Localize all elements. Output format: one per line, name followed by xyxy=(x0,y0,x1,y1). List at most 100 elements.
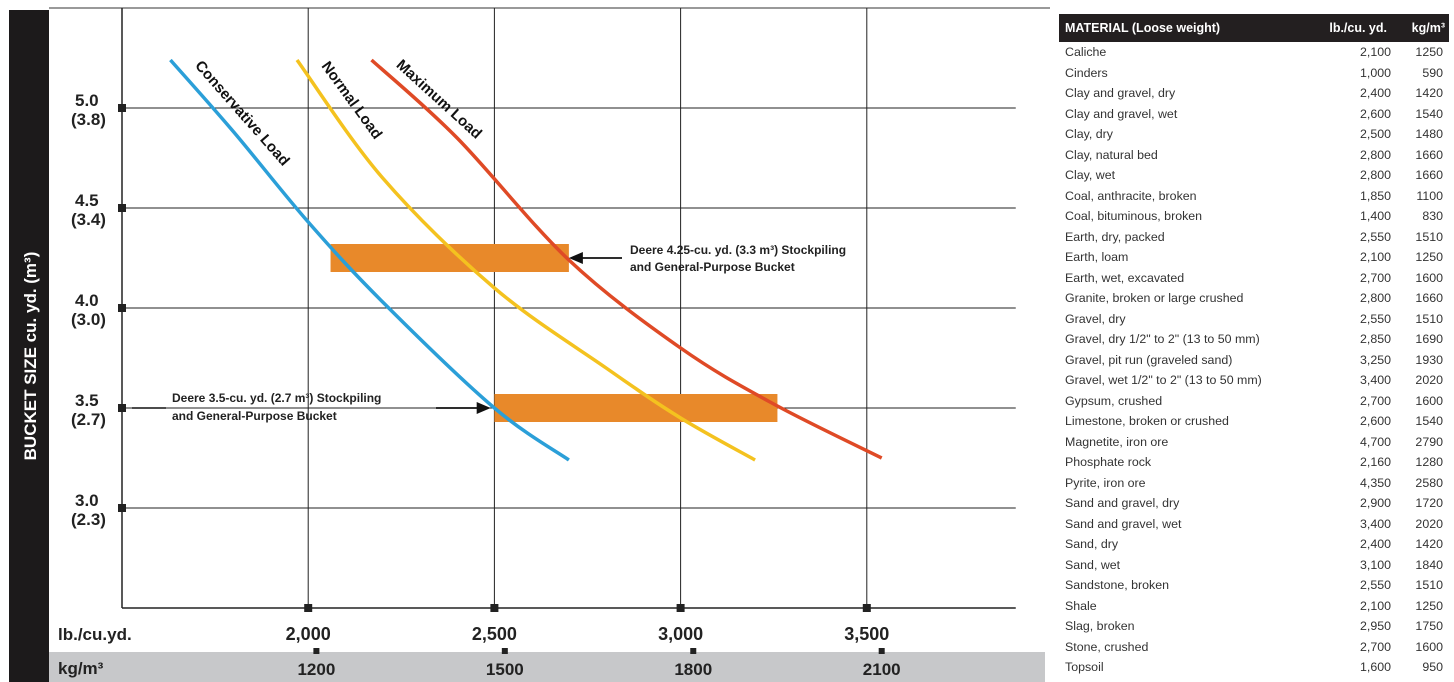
header-kg: kg/m³ xyxy=(1411,21,1445,35)
kg-cell: 1250 xyxy=(1415,598,1443,613)
table-row: Shale 2,100 1250 xyxy=(1059,596,1449,617)
y-tick-mark xyxy=(118,204,126,212)
table-row: Gravel, dry 2,550 1510 xyxy=(1059,309,1449,330)
lb-cell: 1,600 xyxy=(1359,660,1391,675)
lb-cell: 2,160 xyxy=(1359,455,1391,470)
kg-cell: 2580 xyxy=(1415,475,1443,490)
kg-cell: 1930 xyxy=(1415,352,1443,367)
kg-cell: 830 xyxy=(1422,209,1443,224)
series-label: Conservative Load xyxy=(191,57,292,169)
x2-tick-label: 1500 xyxy=(486,660,524,679)
x-axis-label: lb./cu.yd. xyxy=(58,625,132,644)
lb-cell: 2,900 xyxy=(1359,496,1391,511)
y-tick-label: 3.0 xyxy=(75,491,99,510)
table-row: Earth, wet, excavated 2,700 1600 xyxy=(1059,268,1449,289)
y-axis-label: BUCKET SIZE cu. yd. (m³) xyxy=(21,252,40,461)
table-row: Clay, wet 2,800 1660 xyxy=(1059,165,1449,186)
material-cell: Slag, broken xyxy=(1065,619,1135,634)
material-cell: Caliche xyxy=(1065,45,1107,60)
lb-cell: 2,800 xyxy=(1359,147,1391,162)
material-cell: Limestone, broken or crushed xyxy=(1065,414,1229,429)
lb-cell: 1,000 xyxy=(1359,65,1391,80)
table-row: Phosphate rock 2,160 1280 xyxy=(1059,452,1449,473)
bucket-band xyxy=(494,394,778,422)
material-cell: Stone, crushed xyxy=(1065,639,1149,654)
y-tick-mark xyxy=(118,504,126,512)
x2-axis-label: kg/m³ xyxy=(58,659,104,678)
table-row: Sand and gravel, wet 3,400 2020 xyxy=(1059,514,1449,535)
material-cell: Earth, loam xyxy=(1065,250,1129,265)
lb-cell: 2,600 xyxy=(1359,414,1391,429)
table-body: Caliche 2,100 1250 Cinders 1,000 590 Clay and … xyxy=(1059,42,1449,678)
lb-cell: 2,100 xyxy=(1359,45,1391,60)
table-row: Coal, bituminous, broken 1,400 830 xyxy=(1059,206,1449,227)
table-row: Gypsum, crushed 2,700 1600 xyxy=(1059,391,1449,412)
annotation-text: Deere 3.5-cu. yd. (2.7 m³) Stockpiling xyxy=(172,391,381,405)
material-cell: Clay, wet xyxy=(1065,168,1116,183)
kg-cell: 1510 xyxy=(1415,311,1443,326)
material-cell: Sandstone, broken xyxy=(1065,578,1170,593)
y-tick-label: 4.0 xyxy=(75,291,99,310)
lb-cell: 2,100 xyxy=(1359,250,1391,265)
kg-cell: 1600 xyxy=(1415,270,1443,285)
kg-cell: 1840 xyxy=(1415,557,1443,572)
lb-cell: 2,550 xyxy=(1359,229,1391,244)
material-cell: Topsoil xyxy=(1065,660,1104,675)
y-tick-sublabel: (2.7) xyxy=(71,410,106,429)
lb-cell: 2,400 xyxy=(1359,86,1391,101)
lb-cell: 3,100 xyxy=(1359,557,1391,572)
table-row: Caliche 2,100 1250 xyxy=(1059,42,1449,63)
lb-cell: 2,950 xyxy=(1359,619,1391,634)
kg-cell: 1720 xyxy=(1415,496,1443,511)
x-tick-label: 2,500 xyxy=(472,624,517,644)
kg-cell: 1250 xyxy=(1415,250,1443,265)
material-cell: Clay, natural bed xyxy=(1065,147,1158,162)
table-row: Granite, broken or large crushed 2,800 166… xyxy=(1059,288,1449,309)
kg-cell: 590 xyxy=(1422,65,1443,80)
lb-cell: 2,600 xyxy=(1359,106,1391,121)
x-tick-label: 3,000 xyxy=(658,624,703,644)
table-row: Pyrite, iron ore 4,350 2580 xyxy=(1059,473,1449,494)
material-cell: Earth, dry, packed xyxy=(1065,229,1165,244)
lb-cell: 2,800 xyxy=(1359,291,1391,306)
lb-cell: 3,400 xyxy=(1359,373,1391,388)
material-cell: Gravel, wet 1/2" to 2" (13 to 50 mm) xyxy=(1065,373,1262,388)
material-cell: Clay and gravel, dry xyxy=(1065,86,1176,101)
material-cell: Earth, wet, excavated xyxy=(1065,270,1185,285)
lb-cell: 3,400 xyxy=(1359,516,1391,531)
table-row: Topsoil 1,600 950 xyxy=(1059,657,1449,678)
series-line xyxy=(169,58,570,462)
y-axis-label-bar xyxy=(9,10,49,682)
kg-cell: 1420 xyxy=(1415,86,1443,101)
table-row: Stone, crushed 2,700 1600 xyxy=(1059,637,1449,658)
x-tick-label: 3,500 xyxy=(844,624,889,644)
annotation: Deere 3.5-cu. yd. (2.7 m³) Stockpiling an… xyxy=(132,391,491,423)
annotation-text: Deere 4.25-cu. yd. (3.3 m³) Stockpiling xyxy=(630,243,846,257)
header-material: MATERIAL (Loose weight) xyxy=(1065,21,1221,35)
annotation-arrowhead xyxy=(568,252,583,264)
material-weight-table: MATERIAL (Loose weight) lb./cu. yd. kg/m… xyxy=(1059,14,1449,678)
lb-cell: 2,400 xyxy=(1359,537,1391,552)
kg-cell: 1100 xyxy=(1416,188,1443,203)
kg-cell: 1510 xyxy=(1415,578,1443,593)
lb-cell: 4,700 xyxy=(1359,434,1391,449)
lb-cell: 4,350 xyxy=(1359,475,1391,490)
material-cell: Gravel, dry 1/2" to 2" (13 to 50 mm) xyxy=(1065,332,1260,347)
kg-band xyxy=(49,652,1045,682)
kg-cell: 1480 xyxy=(1415,127,1443,142)
kg-cell: 1510 xyxy=(1415,229,1443,244)
lb-cell: 2,100 xyxy=(1359,598,1391,613)
table-row: Clay, dry 2,500 1480 xyxy=(1059,124,1449,145)
series-line xyxy=(370,58,883,460)
material-cell: Magnetite, iron ore xyxy=(1065,434,1169,449)
table-row: Sandstone, broken 2,550 1510 xyxy=(1059,575,1449,596)
x2-tick-label: 1200 xyxy=(297,660,335,679)
y-tick-sublabel: (2.3) xyxy=(71,510,106,529)
kg-cell: 1540 xyxy=(1415,414,1443,429)
lb-cell: 1,400 xyxy=(1359,209,1391,224)
material-cell: Clay, dry xyxy=(1065,127,1113,142)
material-cell: Gypsum, crushed xyxy=(1065,393,1163,408)
table-row: Cinders 1,000 590 xyxy=(1059,63,1449,84)
y-tick-sublabel: (3.0) xyxy=(71,310,106,329)
table-row: Sand and gravel, dry 2,900 1720 xyxy=(1059,493,1449,514)
